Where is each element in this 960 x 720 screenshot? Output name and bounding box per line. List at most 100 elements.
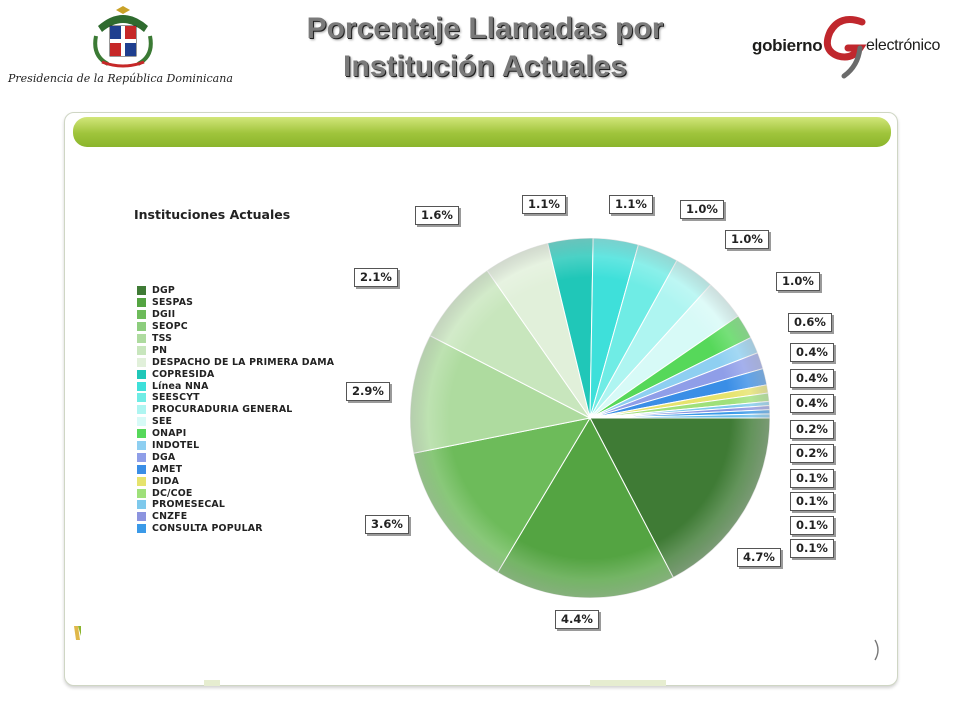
data-label: 4.4% bbox=[555, 610, 599, 629]
legend-swatch bbox=[137, 500, 146, 510]
legend-label: COPRESIDA bbox=[152, 368, 215, 380]
legend-label: AMET bbox=[152, 463, 183, 475]
logo-electronico-text: electrónico bbox=[866, 37, 941, 54]
coat-of-arms-icon bbox=[93, 6, 153, 68]
legend-swatch bbox=[137, 524, 146, 534]
legend-swatch bbox=[137, 488, 146, 498]
data-label: 1.0% bbox=[725, 230, 769, 249]
presidencia-caption: Presidencia de la República Dominicana bbox=[8, 72, 233, 85]
legend-label: SEOPC bbox=[152, 321, 188, 333]
legend-swatch bbox=[137, 464, 146, 474]
data-label: 0.1% bbox=[790, 516, 834, 535]
pie-gloss bbox=[410, 238, 770, 598]
legend-item: Línea NNA bbox=[137, 380, 334, 392]
data-label: 0.6% bbox=[788, 313, 832, 332]
data-label: 0.2% bbox=[790, 420, 834, 439]
legend-item: PROMESECAL bbox=[137, 499, 334, 511]
legend-label: Línea NNA bbox=[152, 380, 209, 392]
legend-item: SEOPC bbox=[137, 321, 334, 333]
data-label: 3.6% bbox=[365, 515, 409, 534]
data-label: 0.4% bbox=[790, 369, 834, 388]
legend-item: SEE bbox=[137, 416, 334, 428]
legend-item: DESPACHO DE LA PRIMERA DAMA bbox=[137, 356, 334, 368]
data-label: 1.1% bbox=[522, 195, 566, 214]
legend-label: PROMESECAL bbox=[152, 499, 226, 511]
panel-footer-tab bbox=[204, 680, 220, 686]
legend-label: DESPACHO DE LA PRIMERA DAMA bbox=[152, 356, 335, 368]
legend-item: COPRESIDA bbox=[137, 368, 334, 380]
legend-swatch bbox=[137, 345, 146, 355]
g-logo-icon bbox=[823, 16, 867, 79]
panel-corner-ornament-icon bbox=[874, 639, 879, 661]
legend-swatch bbox=[137, 286, 146, 296]
legend-label: DIDA bbox=[152, 475, 180, 487]
data-label: 2.1% bbox=[354, 268, 398, 287]
data-label: 0.4% bbox=[790, 343, 834, 362]
legend-swatch bbox=[137, 322, 146, 332]
legend-label: ONAPI bbox=[152, 428, 187, 440]
legend-swatch bbox=[137, 357, 146, 367]
data-label: 1.6% bbox=[415, 206, 459, 225]
legend-label: CNZFE bbox=[152, 511, 188, 523]
legend-label: SESPAS bbox=[152, 297, 194, 309]
legend-swatch bbox=[137, 393, 146, 403]
legend-label: TSS bbox=[152, 333, 173, 344]
data-label: 0.1% bbox=[790, 469, 834, 488]
logo-gobierno-text: gobierno bbox=[752, 36, 823, 55]
legend-title: Instituciones Actuales bbox=[134, 207, 291, 222]
data-label: 1.0% bbox=[680, 200, 724, 219]
legend-swatch bbox=[137, 429, 146, 439]
legend-label: DGII bbox=[152, 309, 176, 321]
legend-item: DGP bbox=[137, 285, 334, 297]
data-label: 0.4% bbox=[790, 394, 834, 413]
data-label: 1.0% bbox=[776, 272, 820, 291]
legend-swatch bbox=[137, 476, 146, 486]
legend-label: PN bbox=[152, 344, 168, 356]
legend-swatch bbox=[137, 405, 146, 415]
legend-item: INDOTEL bbox=[137, 440, 334, 452]
data-label: 1.1% bbox=[609, 195, 653, 214]
panel-footer-tab bbox=[590, 680, 666, 686]
legend-item: SEESCYT bbox=[137, 392, 334, 404]
legend-label: INDOTEL bbox=[152, 440, 200, 452]
legend-label: PROCURADURIA GENERAL bbox=[152, 404, 293, 416]
legend-item: TSS bbox=[137, 333, 334, 345]
legend-swatch bbox=[137, 310, 146, 320]
legend-item: ONAPI bbox=[137, 428, 334, 440]
panel-header-bar bbox=[73, 117, 891, 147]
legend-item: DGA bbox=[137, 451, 334, 463]
legend-label: CONSULTA POPULAR bbox=[152, 523, 263, 535]
gobierno-electronico-logo: gobierno electrónico bbox=[752, 14, 942, 84]
legend-label: SEESCYT bbox=[152, 392, 200, 404]
panel-corner-ornament-icon bbox=[74, 626, 81, 640]
legend-label: DGA bbox=[152, 451, 176, 463]
legend-swatch bbox=[137, 512, 146, 522]
data-label: 4.7% bbox=[737, 548, 781, 567]
legend-item: PROCURADURIA GENERAL bbox=[137, 404, 334, 416]
legend-item: AMET bbox=[137, 463, 334, 475]
legend-swatch bbox=[137, 298, 146, 308]
legend-item: DGII bbox=[137, 309, 334, 321]
data-label: 0.2% bbox=[790, 444, 834, 463]
data-label: 2.9% bbox=[346, 382, 390, 401]
legend-swatch bbox=[137, 452, 146, 462]
chart-legend: DGP SESPAS DGII SEOPC TSS PN DESPACHO DE LA PR… bbox=[137, 285, 334, 535]
data-label: 0.1% bbox=[790, 492, 834, 511]
title-line-1: Porcentaje Llamadas por bbox=[306, 12, 664, 45]
legend-swatch bbox=[137, 441, 146, 451]
page-title: Porcentaje Llamadas por Institución Actu… bbox=[240, 10, 730, 86]
legend-item: CNZFE bbox=[137, 511, 334, 523]
legend-swatch bbox=[137, 381, 146, 391]
legend-swatch bbox=[137, 334, 146, 343]
title-line-2: Institución Actuales bbox=[343, 50, 627, 83]
legend-label: DGP bbox=[152, 285, 175, 297]
legend-item: CONSULTA POPULAR bbox=[137, 523, 334, 535]
legend-item: SESPAS bbox=[137, 297, 334, 309]
legend-item: DC/COE bbox=[137, 487, 334, 499]
data-label: 0.1% bbox=[790, 539, 834, 558]
legend-item: DIDA bbox=[137, 475, 334, 487]
legend-label: SEE bbox=[152, 416, 173, 428]
legend-item: PN bbox=[137, 344, 334, 356]
legend-swatch bbox=[137, 369, 146, 379]
